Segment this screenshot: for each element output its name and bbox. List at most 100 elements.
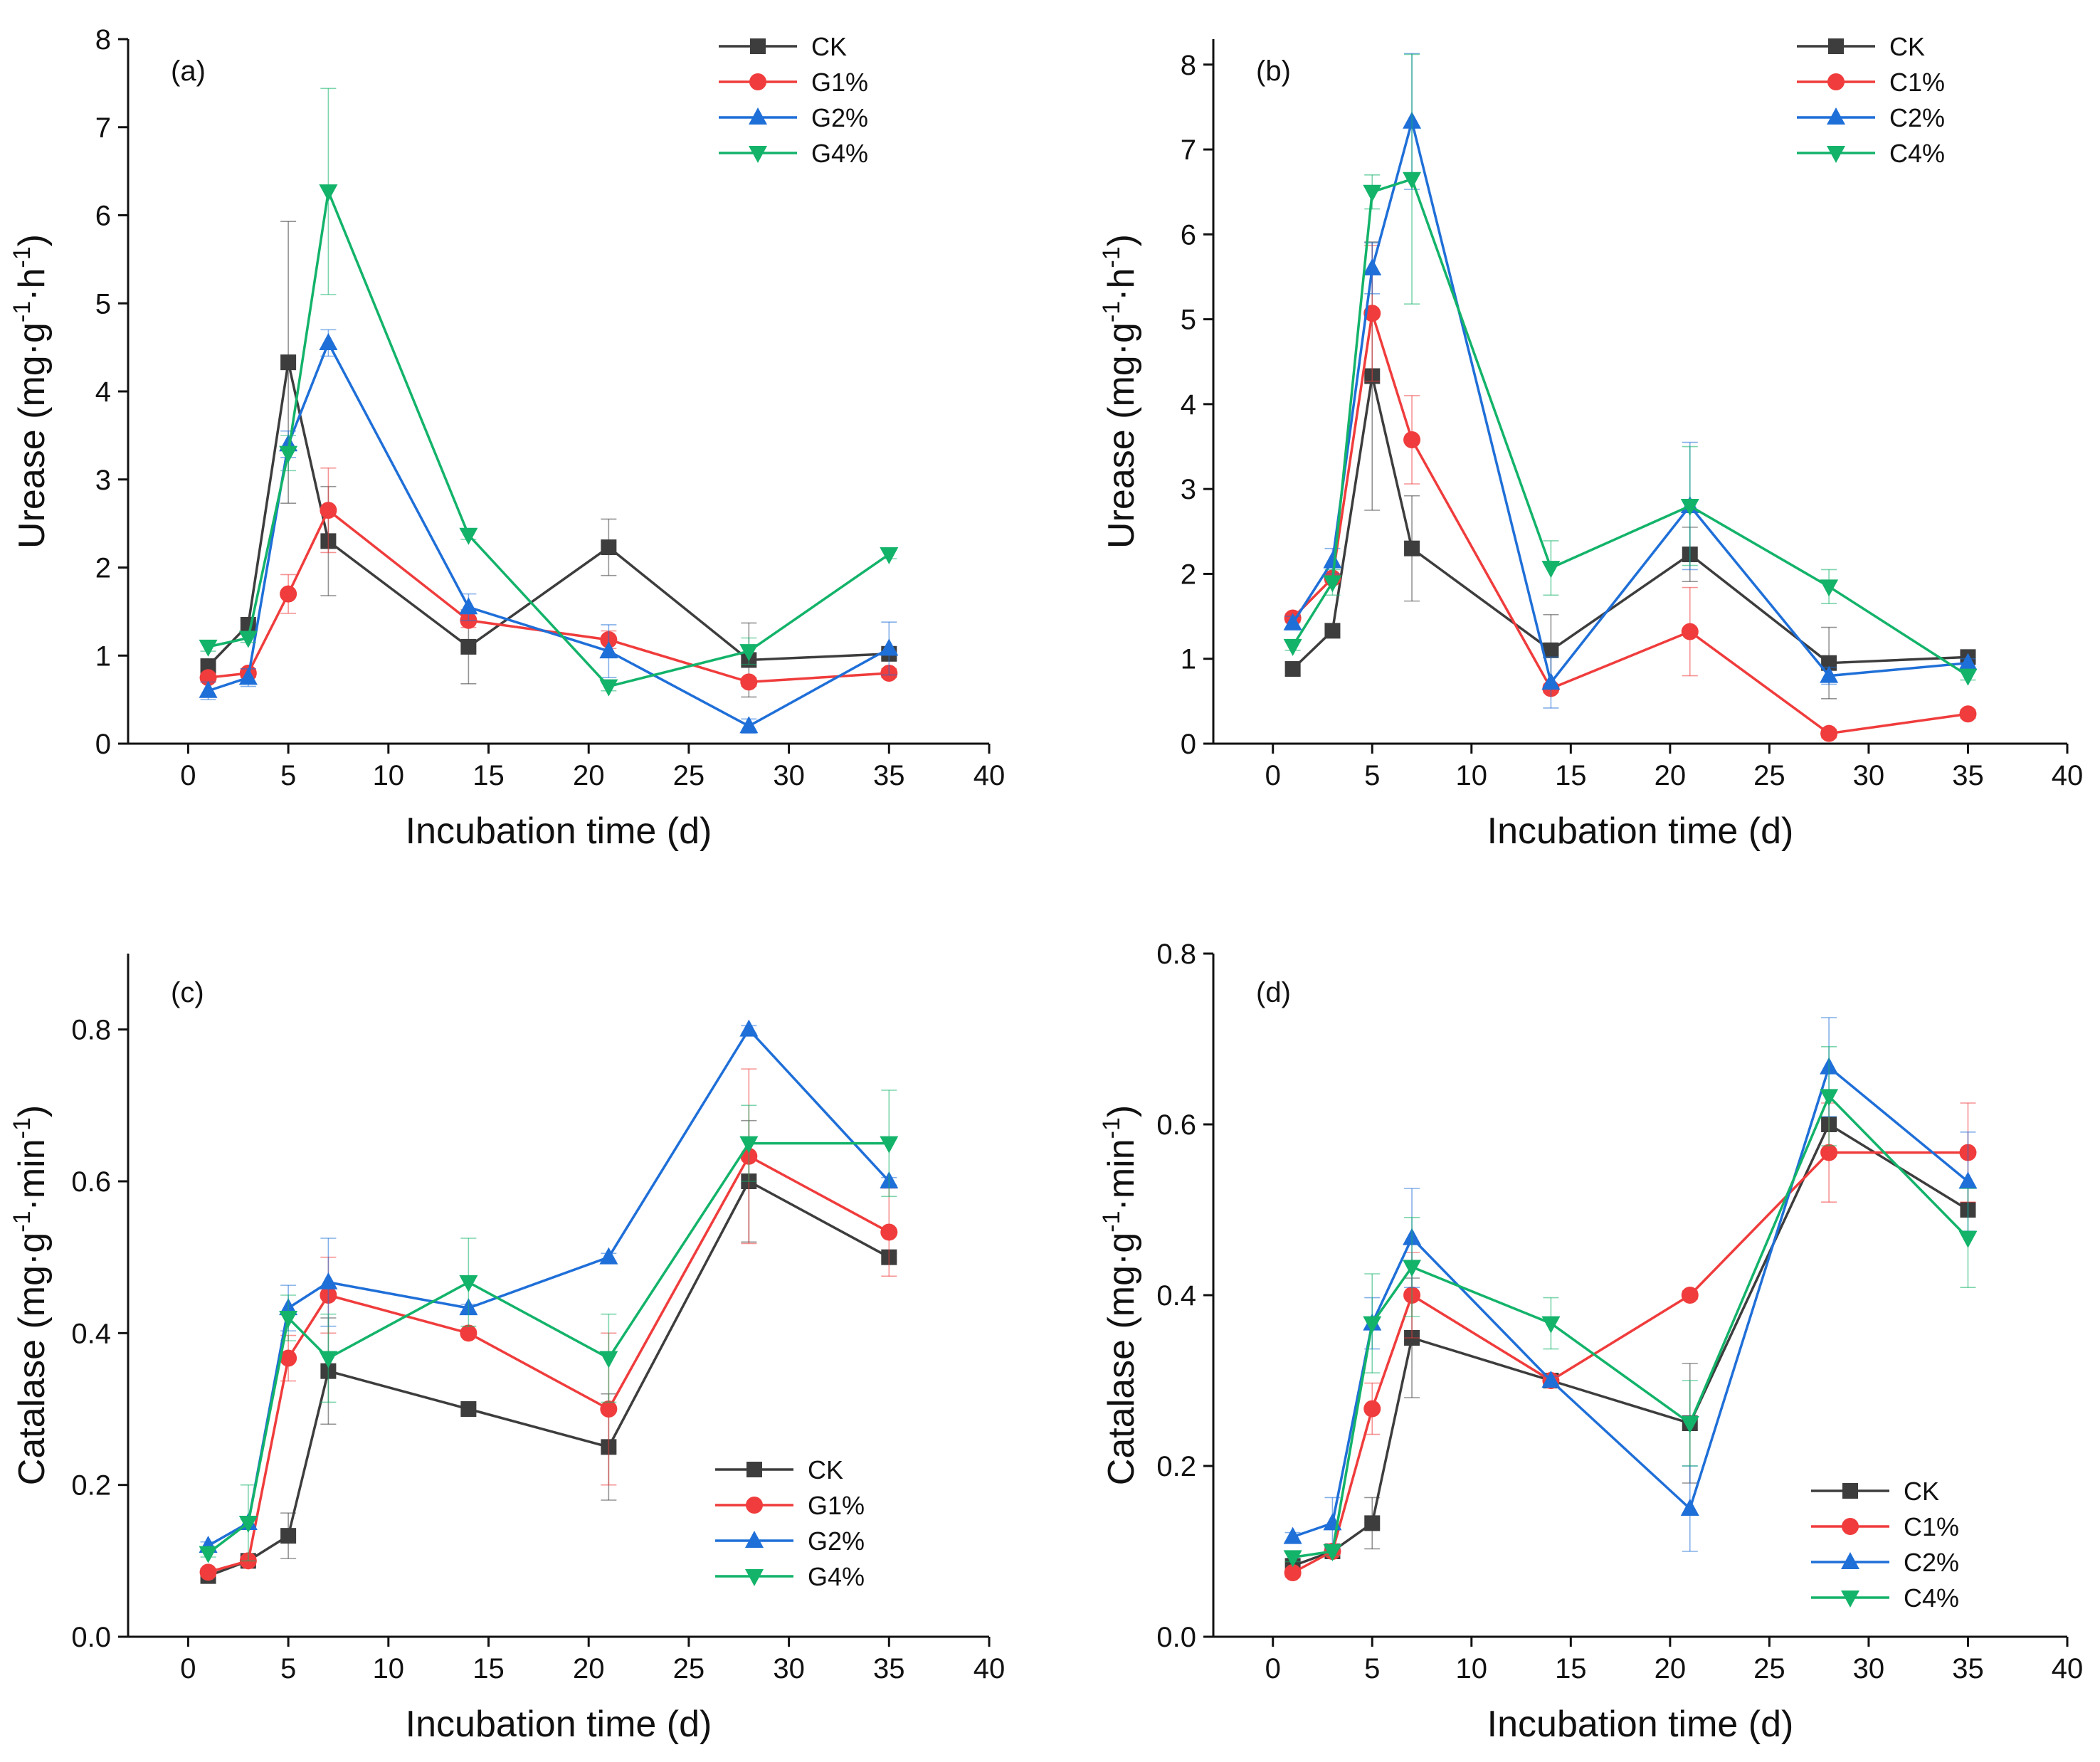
data-point (319, 184, 338, 202)
data-point (460, 1324, 477, 1342)
legend-label: G2% (811, 103, 868, 132)
legend-label: C2% (1889, 103, 1945, 132)
x-tick-label: 25 (673, 760, 705, 791)
x-tick-label: 10 (373, 1653, 405, 1684)
legend-marker (746, 1497, 763, 1514)
y-axis-label: Catalase (mg·g-1·min-1) (9, 1105, 53, 1485)
data-point (880, 1136, 899, 1154)
y-axis-label-end: ) (1101, 1105, 1142, 1117)
data-point (1363, 184, 1382, 202)
legend-marker (1841, 1590, 1859, 1608)
x-tick-label: 0 (180, 1653, 196, 1684)
data-point (1958, 653, 1978, 670)
x-tick-label: 40 (2052, 760, 2084, 791)
data-point (459, 1275, 478, 1292)
x-tick-label: 35 (873, 1653, 905, 1684)
legend-marker (750, 38, 766, 54)
data-point (1820, 665, 1839, 683)
x-tick-label: 25 (1753, 1653, 1785, 1684)
y-axis-label-base: Catalase (mg·g (1101, 1233, 1142, 1485)
data-point (739, 1136, 759, 1154)
x-tick-label: 30 (1853, 1653, 1885, 1684)
legend: CK G1% G2% G4% (719, 32, 868, 168)
y-tick-label: 4 (1181, 389, 1196, 421)
y-axis-label-sup1: -1 (9, 301, 36, 322)
legend-marker (1827, 107, 1845, 125)
x-tick-label: 40 (2052, 1653, 2084, 1684)
series-line (208, 509, 890, 684)
series-G4% (199, 88, 899, 697)
data-point (1680, 1416, 1699, 1433)
x-tick-label: 0 (1265, 760, 1281, 791)
x-tick-label: 40 (974, 1653, 1006, 1684)
y-tick-label: 0.6 (71, 1166, 111, 1198)
y-tick-label: 3 (95, 465, 111, 496)
y-axis-label-mid: ·min (11, 1139, 53, 1210)
data-point (199, 1546, 218, 1563)
y-tick-label: 5 (95, 288, 111, 320)
data-point (1959, 705, 1977, 723)
x-axis-label: Incubation time (d) (406, 1704, 712, 1745)
data-point (280, 585, 297, 603)
data-point (1363, 1400, 1381, 1418)
data-point (320, 502, 337, 519)
x-axis-label: Incubation time (d) (406, 811, 712, 852)
legend-label: C1% (1889, 68, 1945, 97)
x-tick-label: 25 (1753, 760, 1785, 791)
data-point (1820, 1089, 1839, 1107)
y-tick-label: 8 (95, 24, 111, 56)
legend-marker (746, 1462, 762, 1477)
series-line (1292, 178, 1969, 677)
y-tick-label: 0.8 (1156, 939, 1196, 970)
legend-label: G4% (808, 1562, 865, 1591)
data-point (1543, 642, 1559, 658)
y-axis-label-sup1: -1 (1098, 301, 1125, 322)
y-tick-label: 2 (1181, 559, 1196, 590)
legend-label: C1% (1904, 1512, 1959, 1541)
legend-label: G4% (811, 139, 868, 168)
data-point (1363, 258, 1382, 276)
x-tick-label: 10 (1456, 1653, 1488, 1684)
legend-marker (1828, 38, 1844, 54)
data-point (1283, 1550, 1302, 1568)
data-point (599, 1351, 618, 1368)
y-tick-label: 0.8 (71, 1015, 111, 1046)
data-point (1404, 540, 1420, 556)
y-tick-label: 1 (95, 640, 111, 672)
series-line (1292, 312, 1968, 735)
series-line (1292, 1094, 1969, 1559)
legend-label: CK (1904, 1477, 1939, 1506)
panel-label: (d) (1256, 977, 1291, 1008)
y-tick-label: 6 (1181, 219, 1196, 250)
data-point (601, 539, 617, 556)
series-CK (200, 221, 897, 698)
data-point (1324, 623, 1341, 639)
legend-marker (1827, 73, 1845, 90)
legend-marker (749, 73, 766, 90)
data-point (1284, 661, 1301, 677)
legend: CK C1% C2% C4% (1797, 32, 1945, 168)
data-point (739, 716, 759, 734)
data-point (1283, 613, 1302, 631)
y-axis-label-base: Urease (mg·g (11, 322, 53, 549)
y-tick-label: 5 (1181, 305, 1196, 336)
data-point (1323, 575, 1342, 593)
y-axis-label-base: Urease (mg·g (1101, 322, 1142, 549)
legend-label: CK (808, 1455, 843, 1484)
panel-label: (c) (171, 977, 204, 1008)
x-tick-label: 5 (280, 1653, 296, 1684)
x-tick-label: 35 (873, 760, 905, 791)
series-line (208, 342, 890, 727)
x-tick-label: 15 (1555, 1653, 1587, 1684)
data-point (460, 1401, 477, 1417)
panel-label: (b) (1256, 56, 1291, 87)
data-point (240, 616, 256, 633)
data-point (1820, 1144, 1838, 1161)
y-axis-label-sup2: -1 (1098, 1117, 1125, 1139)
y-tick-label: 4 (95, 376, 111, 408)
data-point (1403, 1260, 1422, 1277)
series-line (207, 1141, 890, 1555)
data-point (1820, 724, 1838, 742)
x-tick-label: 30 (773, 1653, 805, 1684)
y-tick-label: 0 (95, 729, 111, 760)
